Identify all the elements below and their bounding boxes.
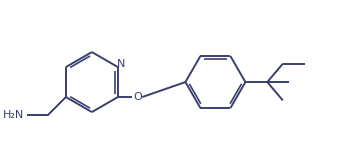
Text: N: N bbox=[117, 59, 126, 69]
Text: O: O bbox=[133, 92, 142, 102]
Text: H₂N: H₂N bbox=[3, 110, 24, 120]
